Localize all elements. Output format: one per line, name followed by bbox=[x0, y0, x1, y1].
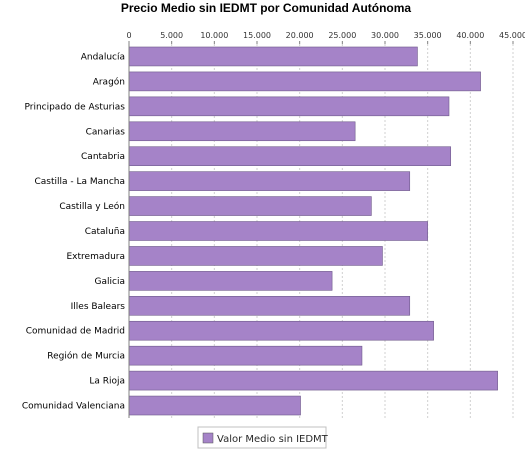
category-label: Canarias bbox=[86, 127, 126, 137]
x-tick-label: 45.000 bbox=[499, 31, 525, 40]
category-labels: Andalucía Aragón Principado de Asturias Can… bbox=[22, 52, 125, 411]
bar bbox=[128, 246, 383, 266]
bar bbox=[128, 71, 481, 92]
legend-label: Valor Medio sin IEDMT bbox=[217, 434, 329, 445]
category-label: Andalucía bbox=[81, 52, 125, 62]
category-label: La Rioja bbox=[89, 377, 125, 387]
category-label: Comunidad Valenciana bbox=[22, 402, 125, 412]
legend: Valor Medio sin IEDMT bbox=[197, 426, 329, 449]
x-tick-label: 25.000 bbox=[328, 31, 356, 40]
bar bbox=[128, 121, 356, 142]
x-tick-label: 15.000 bbox=[243, 31, 271, 40]
x-tick-label: 35.000 bbox=[414, 31, 442, 40]
bar bbox=[128, 296, 411, 316]
category-label: Cantabria bbox=[81, 152, 125, 162]
category-label: Castilla - La Mancha bbox=[34, 177, 125, 187]
x-tick-label: 0 bbox=[126, 31, 131, 40]
bar bbox=[128, 96, 450, 117]
legend-box bbox=[197, 426, 327, 449]
x-axis-ticks: 0 5.000 10.000 15.000 20.000 25.000 30.000 35.0… bbox=[126, 31, 525, 44]
category-label: Illes Balears bbox=[71, 302, 126, 312]
x-tick-label: 40.000 bbox=[456, 31, 484, 40]
x-tick-label: 10.000 bbox=[200, 31, 228, 40]
category-label: Extremadura bbox=[67, 252, 126, 262]
bar bbox=[128, 370, 498, 391]
x-tick-label: 20.000 bbox=[286, 31, 314, 40]
category-label: Castilla y León bbox=[59, 201, 125, 212]
chart-title: Precio Medio sin IEDMT por Comunidad Aut… bbox=[121, 1, 412, 15]
bar bbox=[128, 221, 428, 241]
category-label: Principado de Asturias bbox=[24, 102, 125, 112]
bar bbox=[128, 171, 411, 191]
category-label: Galicia bbox=[95, 277, 125, 287]
category-label: Cataluña bbox=[85, 227, 125, 237]
bar bbox=[128, 46, 418, 67]
bar bbox=[128, 271, 333, 291]
bars bbox=[128, 46, 498, 416]
bar bbox=[128, 395, 301, 416]
category-label: Aragón bbox=[93, 76, 125, 87]
legend-swatch bbox=[202, 432, 214, 444]
bar bbox=[128, 320, 434, 341]
bar bbox=[128, 345, 363, 366]
bar bbox=[128, 146, 452, 166]
x-tick-label: 30.000 bbox=[371, 31, 399, 40]
category-label: Comunidad de Madrid bbox=[26, 327, 125, 337]
category-label: Región de Murcia bbox=[47, 351, 125, 362]
x-tick-label: 5.000 bbox=[160, 31, 183, 40]
bar bbox=[128, 196, 372, 216]
